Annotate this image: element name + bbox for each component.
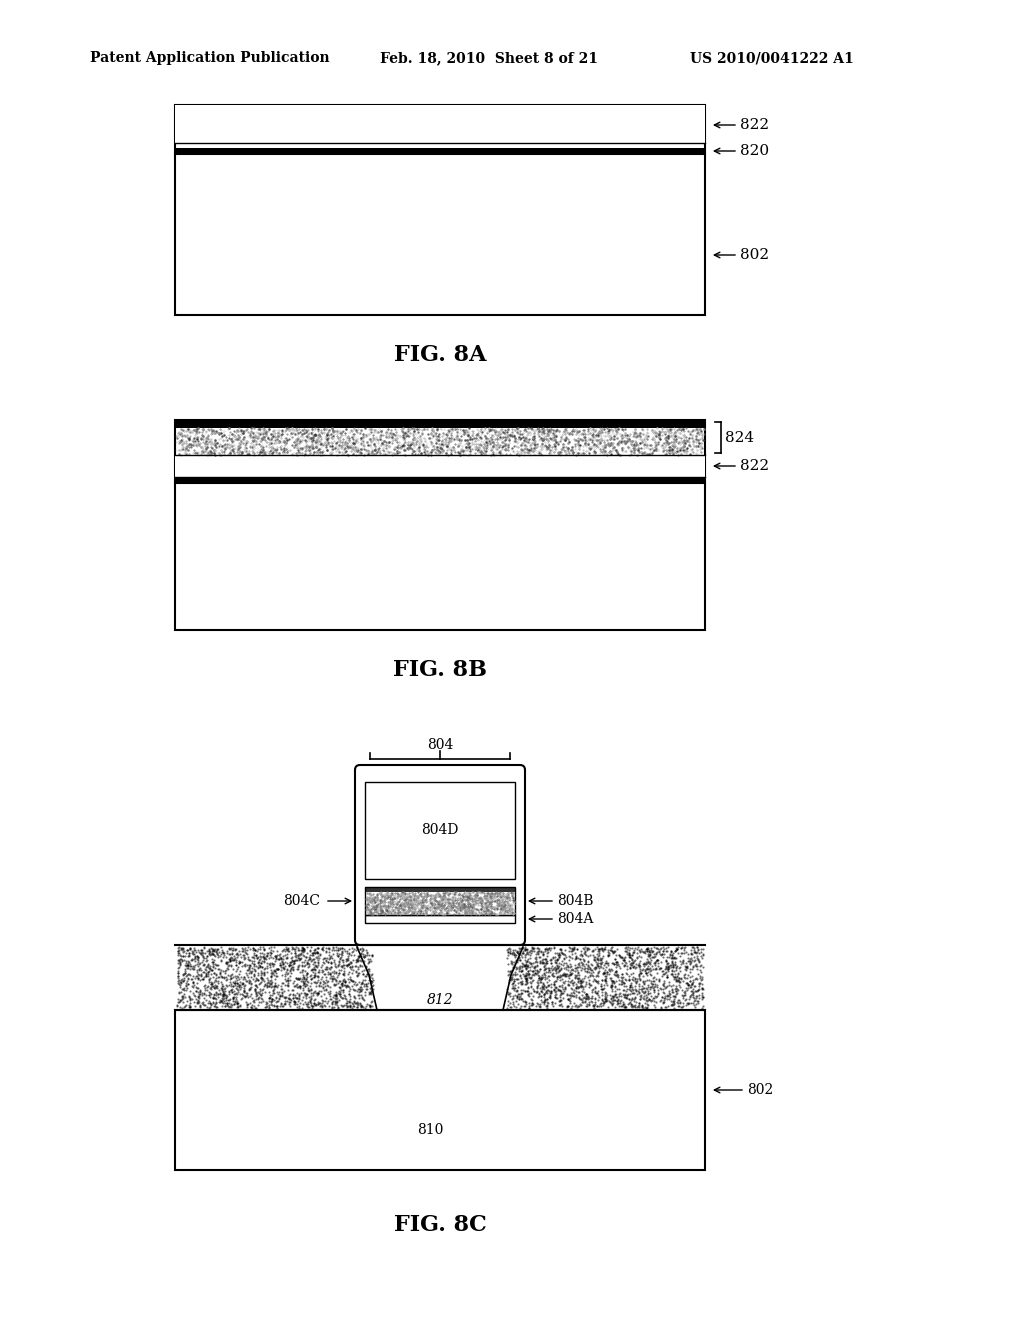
FancyBboxPatch shape [355,766,525,945]
Bar [175,106,705,315]
Bar [175,1010,705,1170]
Text: 802: 802 [740,248,769,261]
Bar [175,148,705,154]
Text: 804: 804 [427,738,454,752]
Text: FIG. 8B: FIG. 8B [393,659,487,681]
Text: 810: 810 [417,1123,443,1137]
Bar [175,420,705,630]
Text: FIG. 8A: FIG. 8A [394,345,486,366]
Text: 824: 824 [725,430,754,445]
Text: 804A: 804A [557,912,593,927]
Bar [365,915,515,923]
Text: 804C: 804C [283,894,319,908]
Text: 822: 822 [740,117,769,132]
Bar [175,477,705,483]
Text: 812: 812 [427,993,454,1007]
Bar [365,887,515,892]
Text: US 2010/0041222 A1: US 2010/0041222 A1 [690,51,854,65]
Text: Patent Application Publication: Patent Application Publication [90,51,330,65]
Text: 804B: 804B [557,894,594,908]
Bar [175,420,705,428]
Text: FIG. 8C: FIG. 8C [393,1214,486,1236]
Text: 822: 822 [740,459,769,473]
Text: Feb. 18, 2010  Sheet 8 of 21: Feb. 18, 2010 Sheet 8 of 21 [380,51,598,65]
Bar [175,106,705,143]
Bar [365,781,515,879]
Text: 804D: 804D [421,824,459,837]
Bar [175,455,705,477]
Text: 802: 802 [746,1082,773,1097]
Bar [365,887,515,915]
Text: 820: 820 [740,144,769,158]
